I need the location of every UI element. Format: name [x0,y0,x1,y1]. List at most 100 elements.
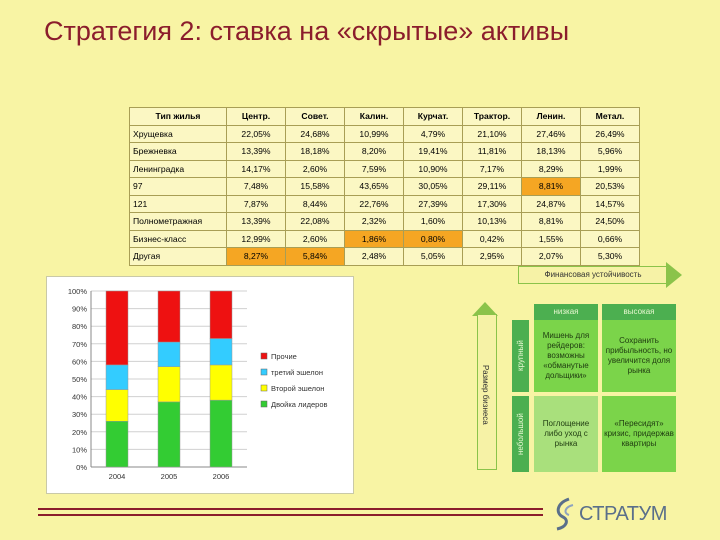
column-header: Ленин. [521,107,581,126]
table-cell: 13,39% [226,212,286,231]
table-cell: 26,49% [580,124,640,143]
table-cell: 8,29% [521,159,581,178]
logo-text: СТРАТУМ [579,503,667,525]
table-cell: 5,84% [285,247,345,266]
bar-segment [157,401,181,468]
table-cell: 8,20% [344,142,404,161]
table-row: Брежневка 13,39% 18,18% 8,20% 19,41% 11,81% 18… [129,142,640,161]
slide-title: Стратегия 2: ставка на «скрытые» активы [44,16,570,46]
column-header: Калин. [344,107,404,126]
row-label: Бизнес-класс [129,229,227,248]
financial-stability-arrow: Финансовая устойчивость [518,266,668,284]
matrix-cell-small-low: Поглощение либо уход с рынка [534,396,598,472]
table-cell: 22,76% [344,194,404,213]
column-header: Центр. [226,107,286,126]
y-tick-label: 0% [76,463,87,472]
row-header-large: крупный [512,320,529,392]
table-cell: 24,50% [580,212,640,231]
bar-segment [209,338,233,366]
table-cell: 22,08% [285,212,345,231]
bar-segment [105,364,129,390]
bar-segment [209,364,233,401]
y-tick-label: 60% [72,357,87,366]
table-cell: 18,18% [285,142,345,161]
table-cell: 13,39% [226,142,286,161]
table-cell: 7,17% [462,159,522,178]
legend-swatch [260,400,268,408]
bar-segment [157,366,181,403]
column-header-low: низкая [534,304,598,320]
arrow-up-icon [472,302,498,316]
y-tick-label: 10% [72,445,87,454]
table-cell: 5,05% [403,247,463,266]
table-cell: 8,81% [521,177,581,196]
table-cell: 2,32% [344,212,404,231]
column-header: Трактор. [462,107,522,126]
table-cell: 0,66% [580,229,640,248]
table-cell: 0,80% [403,229,463,248]
y-tick-label: 90% [72,305,87,314]
bar-segment [105,389,129,422]
table-cell: 2,60% [285,229,345,248]
table-body: Хрущевка 22,05% 24,68% 10,99% 4,79% 21,10% 27,… [129,124,640,266]
table-cell: 22,05% [226,124,286,143]
table-cell: 24,68% [285,124,345,143]
table-cell: 12,99% [226,229,286,248]
bar-segment [105,420,129,468]
table-cell: 14,57% [580,194,640,213]
table-cell: 8,81% [521,212,581,231]
business-size-label: Размер бизнеса [481,365,490,425]
table-cell: 2,60% [285,159,345,178]
table-cell: 8,44% [285,194,345,213]
table-cell: 1,86% [344,229,404,248]
table-cell: 14,17% [226,159,286,178]
column-header: Метал. [580,107,640,126]
table-cell: 43,65% [344,177,404,196]
table-cell: 7,59% [344,159,404,178]
table-cell: 19,41% [403,142,463,161]
business-size-arrow: Размер бизнеса [477,314,497,470]
table-cell: 24,87% [521,194,581,213]
strategy-matrix: Финансовая устойчивость Размер бизнеса н… [470,262,685,474]
x-tick-label: 2006 [213,472,230,481]
table-cell: 21,10% [462,124,522,143]
legend-label: Двойка лидеров [271,400,327,409]
legend-label: Прочие [271,352,297,361]
legend-swatch [260,368,268,376]
table-cell: 17,30% [462,194,522,213]
logo-swirl-icon [556,497,574,531]
table-cell: 30,05% [403,177,463,196]
table-cell: 27,46% [521,124,581,143]
column-header: Курчат. [403,107,463,126]
chart-svg: 0% 10% 20% 30% 40% 50% 60% 70% 80% 90% 100% 2004 200… [68,287,328,481]
company-logo: СТРАТУМ [549,495,689,531]
bar-segment [157,290,181,343]
table-cell: 4,79% [403,124,463,143]
y-tick-label: 100% [68,287,88,296]
x-tick-label: 2005 [161,472,178,481]
bar-segment [209,290,233,339]
table-cell: 20,53% [580,177,640,196]
table-row: 97 7,48% 15,58% 43,65% 30,05% 29,11% 8,81% 20,5… [129,177,640,196]
footer-line-top [38,508,543,510]
stacked-bar-chart: 0% 10% 20% 30% 40% 50% 60% 70% 80% 90% 100% 2004 200… [46,276,354,494]
table-cell: 10,90% [403,159,463,178]
table-cell: 18,13% [521,142,581,161]
legend-swatch [260,352,268,360]
table-cell: 7,48% [226,177,286,196]
matrix-cell-large-high: Сохранить прибыльность, но увеличится до… [602,320,676,392]
table-cell: 8,27% [226,247,286,266]
table-row: Другая 8,27% 5,84% 2,48% 5,05% 2,95% 2,07% 5,30… [129,247,640,266]
legend-label: третий эшелон [271,368,323,377]
y-tick-label: 40% [72,393,87,402]
row-label: Другая [129,247,227,266]
housing-share-table: Тип жилья Центр. Совет. Калин. Курчат. Тракто… [129,107,640,266]
legend-swatch [260,384,268,392]
bar-segment [105,290,129,366]
table-row: Бизнес-класс 12,99% 2,60% 1,86% 0,80% 0,42% 1,… [129,229,640,248]
matrix-cell-small-high: «Пересидят» кризис, придержав квартиры [602,396,676,472]
table-cell: 7,87% [226,194,286,213]
table-cell: 1,55% [521,229,581,248]
column-header-high: высокая [602,304,676,320]
row-label: 121 [129,194,227,213]
